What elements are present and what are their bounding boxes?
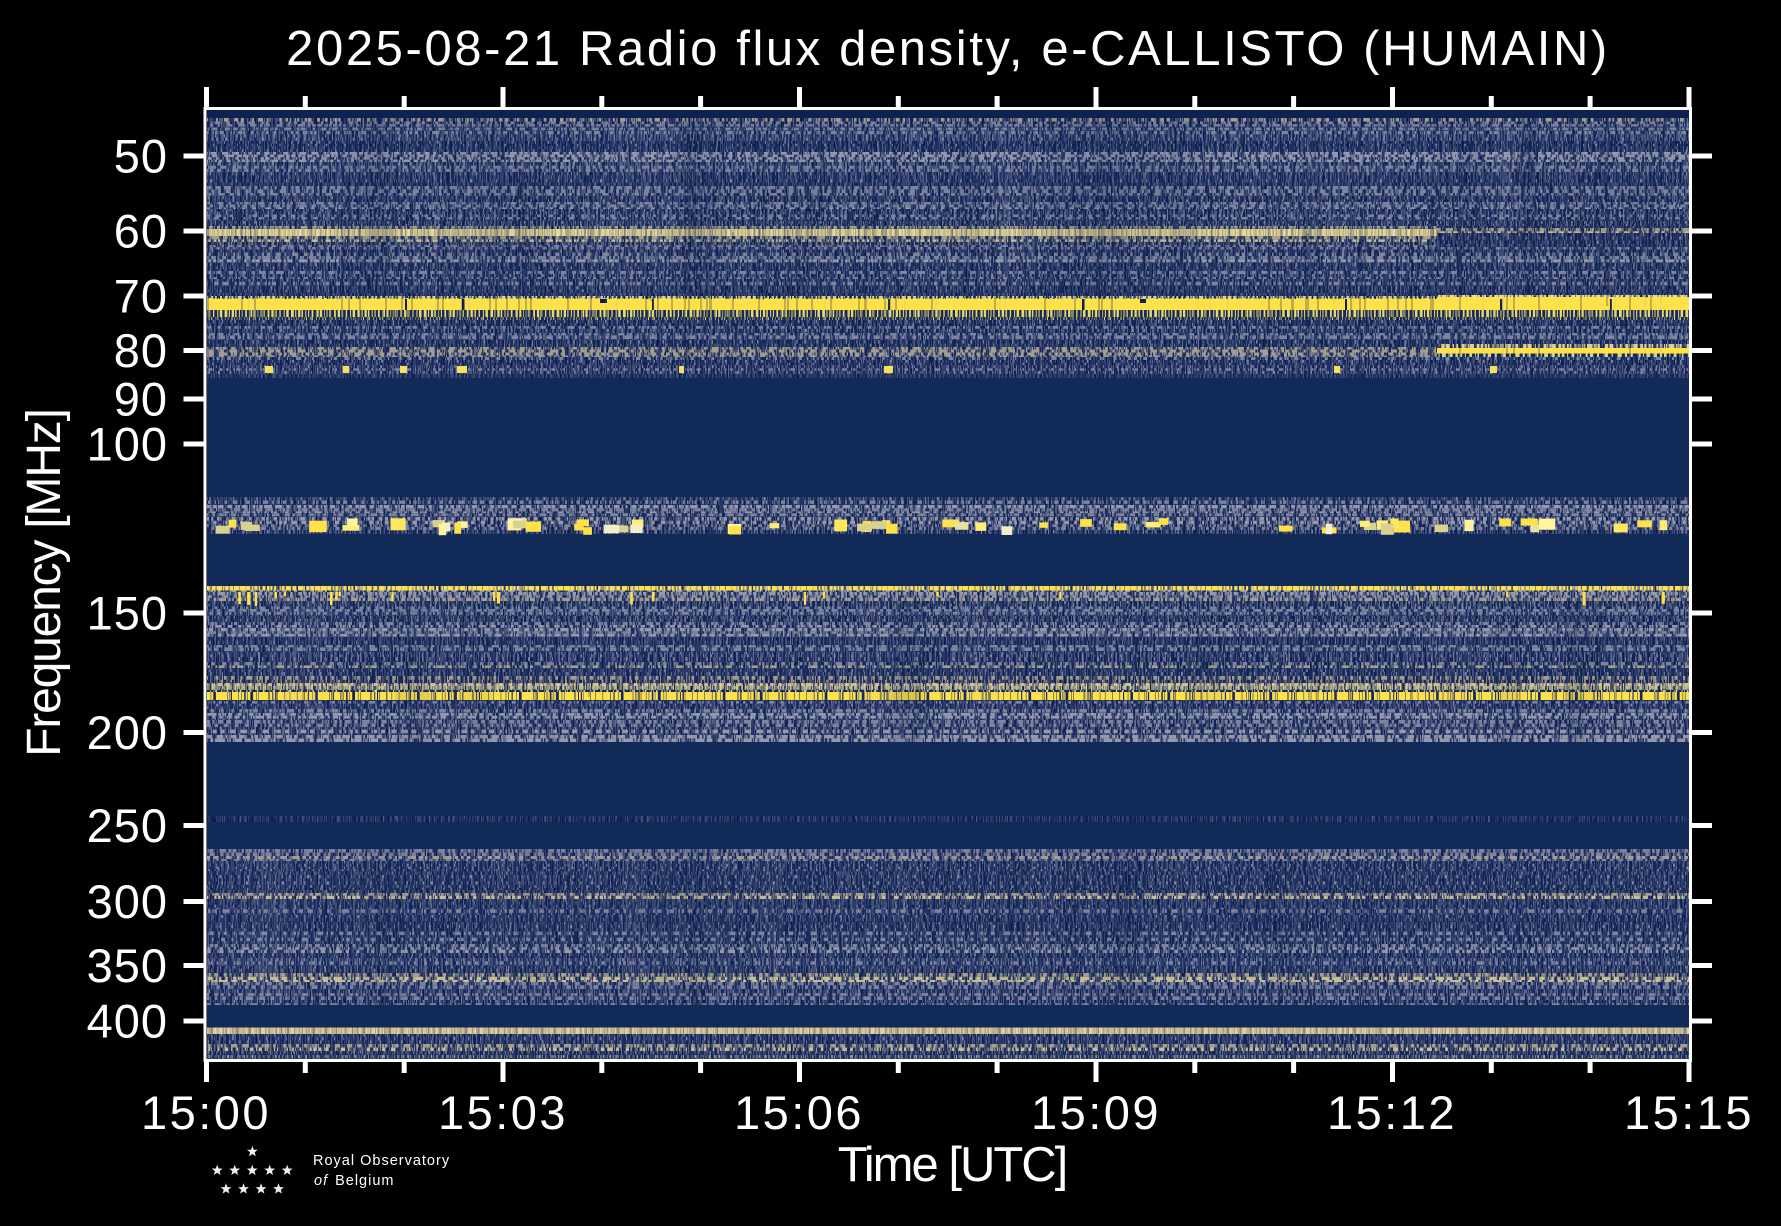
svg-text:150: 150 — [87, 587, 168, 640]
svg-text:15:03: 15:03 — [438, 1086, 568, 1139]
svg-text:300: 300 — [87, 875, 168, 928]
svg-text:50: 50 — [114, 130, 168, 183]
svg-text:15:12: 15:12 — [1327, 1086, 1457, 1139]
svg-text:Frequency [MHz]: Frequency [MHz] — [18, 409, 71, 756]
svg-text:15:15: 15:15 — [1624, 1086, 1754, 1139]
svg-text:Time [UTC]: Time [UTC] — [838, 1138, 1067, 1192]
svg-text:80: 80 — [114, 324, 168, 377]
svg-text:200: 200 — [87, 706, 168, 759]
svg-text:70: 70 — [114, 270, 168, 323]
svg-text:Royal Observatory: Royal Observatory — [313, 1153, 450, 1169]
svg-text:15:09: 15:09 — [1031, 1086, 1161, 1139]
svg-text:2025-08-21 Radio flux density,: 2025-08-21 Radio flux density, e-CALLIST… — [286, 22, 1610, 76]
svg-text:100: 100 — [87, 418, 168, 471]
svg-text:15:00: 15:00 — [141, 1086, 271, 1139]
svg-text:60: 60 — [114, 205, 168, 258]
svg-text:90: 90 — [114, 373, 168, 426]
svg-text:350: 350 — [87, 939, 168, 992]
svg-text:400: 400 — [87, 995, 168, 1048]
svg-text:15:06: 15:06 — [734, 1086, 864, 1139]
svg-text:250: 250 — [87, 799, 168, 852]
